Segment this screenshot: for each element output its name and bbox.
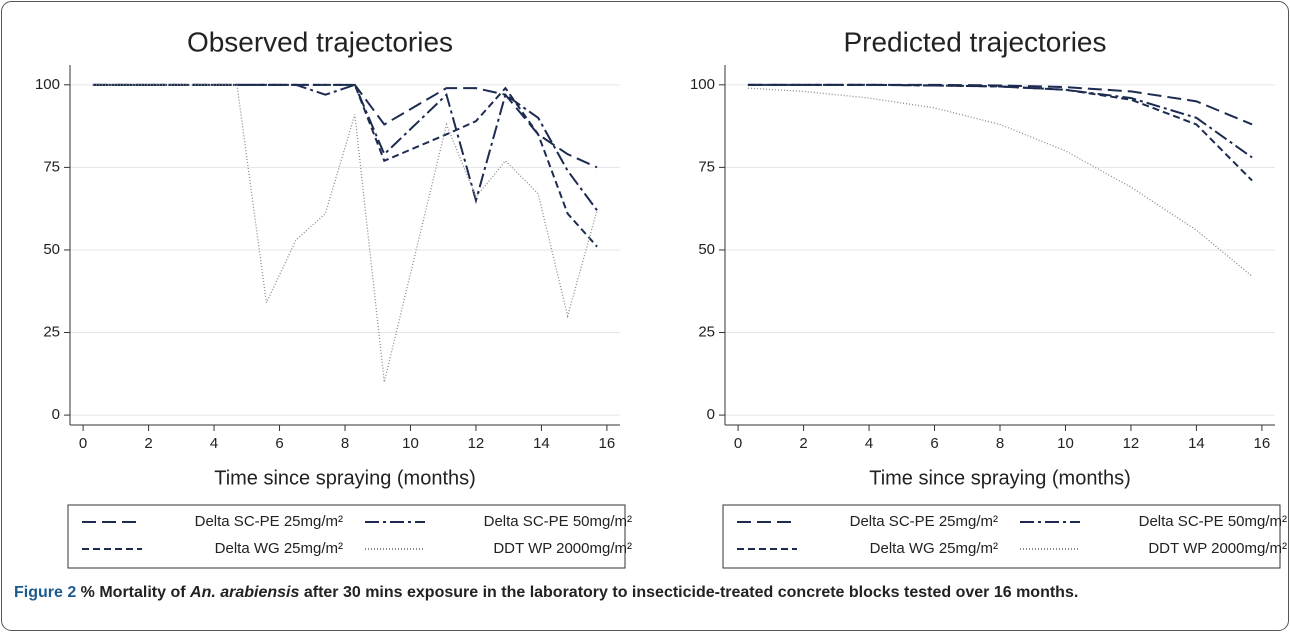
y-tick-label: 0: [707, 406, 715, 423]
series-line: [747, 87, 1253, 277]
x-axis-label: Time since spraying (months): [869, 467, 1131, 489]
x-tick-label: 12: [468, 435, 485, 452]
x-tick-label: 0: [734, 435, 742, 452]
series-line: [747, 83, 1253, 126]
x-tick-label: 16: [1254, 435, 1271, 452]
y-tick-label: 100: [35, 76, 60, 93]
x-tick-label: 2: [144, 435, 152, 452]
x-tick-label: 0: [79, 435, 87, 452]
legend-label: Delta SC-PE 50mg/m²: [484, 513, 632, 530]
caption-text: % Mortality of: [76, 584, 191, 601]
x-tick-label: 10: [1057, 435, 1074, 452]
x-tick-label: 8: [996, 435, 1004, 452]
x-tick-label: 14: [533, 435, 550, 452]
y-tick-label: 50: [698, 241, 715, 258]
x-axis-label: Time since spraying (months): [214, 467, 476, 489]
legend-label: Delta WG 25mg/m²: [870, 540, 998, 557]
caption-species: An. arabiensis: [190, 584, 300, 601]
x-tick-label: 10: [402, 435, 419, 452]
x-tick-label: 2: [799, 435, 807, 452]
y-tick-label: 25: [698, 323, 715, 340]
x-tick-label: 8: [341, 435, 349, 452]
legend-label: Delta SC-PE 25mg/m²: [850, 513, 998, 530]
caption-label: Figure 2: [14, 584, 77, 601]
legend-label: Delta SC-PE 50mg/m²: [1139, 513, 1287, 530]
x-tick-label: 6: [930, 435, 938, 452]
x-tick-label: 12: [1123, 435, 1140, 452]
y-tick-label: 50: [43, 241, 60, 258]
legend-label: Delta WG 25mg/m²: [215, 540, 343, 557]
legend-box: [722, 504, 1281, 569]
legend-box: [67, 504, 626, 569]
series-line: [92, 83, 598, 211]
legend-label: Delta SC-PE 25mg/m²: [195, 513, 343, 530]
legend-label: DDT WP 2000mg/m²: [493, 540, 632, 557]
legend-label: DDT WP 2000mg/m²: [1148, 540, 1287, 557]
series-line: [747, 83, 1253, 159]
x-tick-label: 16: [599, 435, 616, 452]
series-line: [92, 83, 598, 169]
x-tick-label: 6: [275, 435, 283, 452]
y-tick-label: 100: [690, 76, 715, 93]
series-line: [92, 84, 598, 383]
x-tick-label: 14: [1188, 435, 1205, 452]
y-tick-label: 75: [43, 158, 60, 175]
x-tick-label: 4: [865, 435, 873, 452]
series-line: [747, 83, 1253, 182]
y-tick-label: 0: [52, 406, 60, 423]
caption-text: after 30 mins exposure in the laboratory…: [299, 584, 1079, 601]
series-line: [92, 83, 598, 248]
chart-title: Predicted trajectories: [843, 26, 1106, 57]
caption: Figure 2 % Mortality of An. arabiensis a…: [14, 582, 1264, 603]
y-tick-label: 75: [698, 158, 715, 175]
x-tick-label: 4: [210, 435, 218, 452]
y-tick-label: 25: [43, 323, 60, 340]
chart-title: Observed trajectories: [187, 26, 453, 57]
